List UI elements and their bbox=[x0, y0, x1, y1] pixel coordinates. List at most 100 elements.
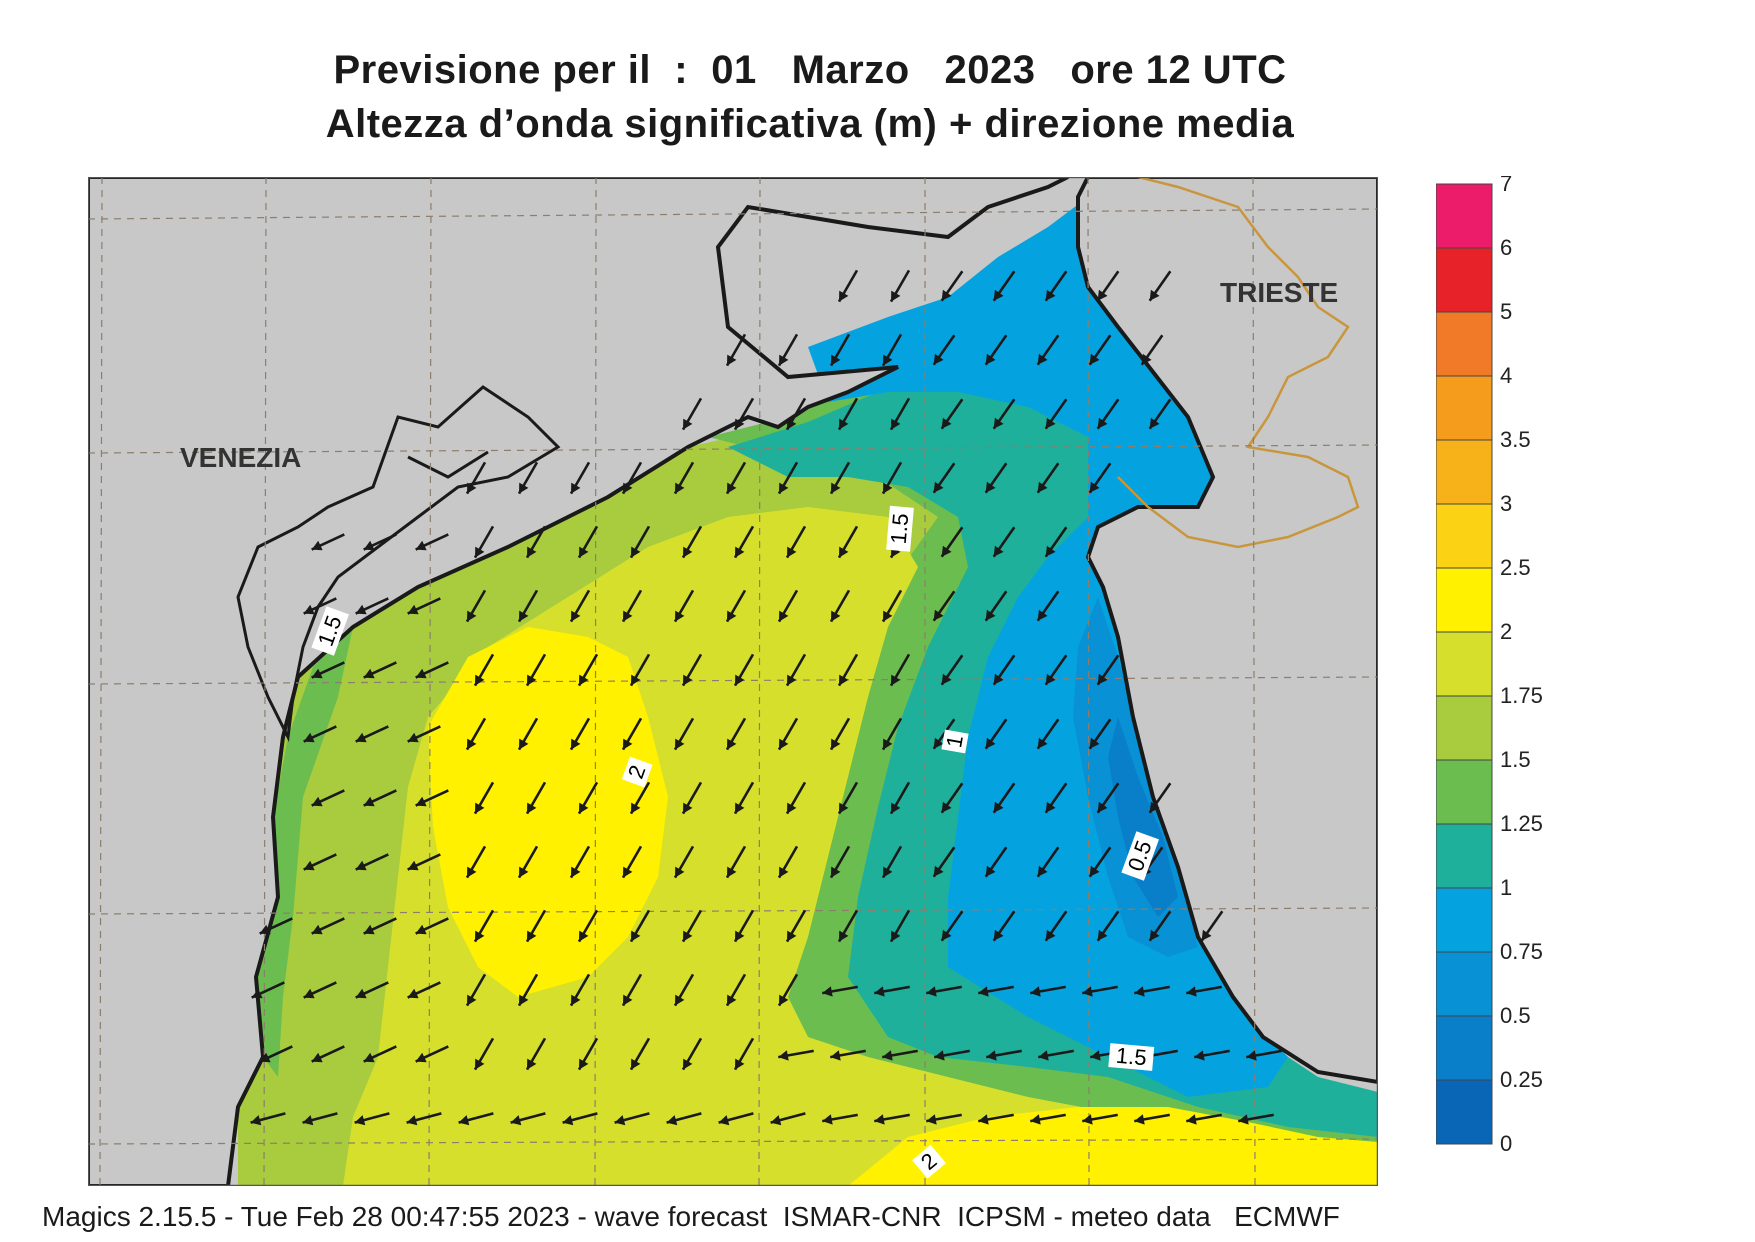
direction-arrow-head bbox=[831, 738, 841, 750]
direction-arrow-head bbox=[831, 610, 841, 622]
colorbar-tick-label: 6 bbox=[1500, 235, 1512, 260]
direction-arrow-head bbox=[407, 988, 419, 999]
direction-arrow-head bbox=[311, 1052, 323, 1063]
direction-arrow-head bbox=[519, 482, 529, 494]
direction-arrow-head bbox=[363, 924, 375, 935]
direction-arrow-head bbox=[579, 930, 589, 942]
direction-arrow-head bbox=[779, 610, 789, 622]
direction-arrow-head bbox=[993, 545, 1004, 557]
direction-arrow-head bbox=[1097, 673, 1108, 685]
direction-arrow-head bbox=[623, 866, 633, 878]
direction-arrow-head bbox=[891, 418, 901, 430]
colorbar-box bbox=[1436, 759, 1493, 825]
sea-band-coastal-west bbox=[258, 627, 353, 1077]
direction-arrow-head bbox=[527, 674, 537, 686]
direction-arrow-head bbox=[1037, 609, 1048, 621]
direction-arrow-head bbox=[579, 802, 589, 814]
direction-arrow-head bbox=[830, 1050, 841, 1061]
direction-arrow-head bbox=[475, 674, 485, 686]
direction-arrow-head bbox=[883, 482, 893, 494]
map-frame bbox=[88, 177, 1378, 1186]
direction-arrow-head bbox=[631, 674, 641, 686]
direction-arrow-head bbox=[839, 418, 849, 430]
direction-arrow-head bbox=[311, 796, 323, 807]
direction-arrow-head bbox=[831, 866, 841, 878]
direction-arrow-head bbox=[941, 801, 952, 813]
colorbar-tick-label: 2 bbox=[1500, 619, 1512, 644]
direction-arrow-head bbox=[727, 610, 737, 622]
direction-arrow-head bbox=[1186, 986, 1197, 997]
direction-arrow-head bbox=[985, 353, 996, 365]
direction-arrow-head bbox=[311, 668, 323, 679]
direction-arrow-head bbox=[1097, 417, 1108, 429]
direction-arrow-head bbox=[735, 418, 745, 430]
direction-arrow-head bbox=[1149, 801, 1160, 813]
colorbar-box bbox=[1436, 823, 1493, 889]
direction-arrow-head bbox=[1030, 986, 1041, 997]
direction-arrow-head bbox=[831, 354, 841, 366]
direction-arrow-head bbox=[941, 417, 952, 429]
direction-arrow-head bbox=[527, 930, 537, 942]
direction-arrow-head bbox=[933, 865, 944, 877]
colorbar-box bbox=[1436, 439, 1493, 505]
direction-arrow-head bbox=[839, 802, 849, 814]
direction-arrow-head bbox=[303, 860, 315, 871]
direction-arrow-head bbox=[822, 986, 833, 997]
direction-arrow-head bbox=[614, 1115, 626, 1126]
direction-arrow-head bbox=[683, 1058, 693, 1070]
direction-arrow-head bbox=[527, 802, 537, 814]
contour-label: 1.5 bbox=[886, 512, 914, 545]
colorbar-tick-label: 0.5 bbox=[1500, 1003, 1531, 1028]
direction-arrow-head bbox=[1097, 289, 1108, 301]
direction-arrow-head bbox=[874, 1114, 885, 1125]
colorbar-tick-label: 4 bbox=[1500, 363, 1512, 388]
direction-arrow-head bbox=[727, 738, 737, 750]
direction-arrow-head bbox=[467, 610, 477, 622]
direction-arrow-head bbox=[779, 738, 789, 750]
direction-arrow-head bbox=[675, 482, 685, 494]
direction-arrow-head bbox=[933, 737, 944, 749]
direction-arrow-head bbox=[527, 546, 537, 558]
border-line bbox=[1117, 177, 1360, 549]
colorbar-tick-label: 0.25 bbox=[1500, 1067, 1543, 1092]
direction-arrow-head bbox=[1045, 289, 1056, 301]
direction-arrow-head bbox=[1045, 801, 1056, 813]
direction-arrow-head bbox=[675, 738, 685, 750]
direction-arrow-head bbox=[891, 930, 901, 942]
direction-arrow-head bbox=[303, 988, 315, 999]
direction-arrow-head bbox=[303, 732, 315, 743]
contour-label: 1 bbox=[941, 733, 968, 749]
direction-arrow-head bbox=[1201, 929, 1212, 941]
direction-arrow-head bbox=[822, 1114, 833, 1125]
direction-arrow-head bbox=[250, 1115, 262, 1126]
direction-arrow-head bbox=[735, 802, 745, 814]
colorbar-tick-label: 1.75 bbox=[1500, 683, 1543, 708]
direction-arrow-head bbox=[467, 994, 477, 1006]
direction-arrow-head bbox=[510, 1115, 522, 1126]
direction-arrow-head bbox=[891, 290, 901, 302]
colorbar-tick-label: 5 bbox=[1500, 299, 1512, 324]
direction-arrow-head bbox=[1082, 986, 1093, 997]
direction-arrow-head bbox=[933, 353, 944, 365]
wave-map: VENEZIA TRIESTE 1.5 1.5 2 1 0.5 1.5 2 bbox=[88, 177, 1378, 1186]
direction-arrow-head bbox=[363, 796, 375, 807]
direction-arrow-head bbox=[978, 986, 989, 997]
direction-arrow-head bbox=[363, 668, 375, 679]
direction-arrow-head bbox=[1089, 353, 1100, 365]
land-east bbox=[1076, 177, 1378, 1085]
direction-arrow-head bbox=[1141, 353, 1152, 365]
colorbar-tick-label: 0 bbox=[1500, 1131, 1512, 1156]
direction-arrow-head bbox=[1089, 481, 1100, 493]
direction-arrow-head bbox=[407, 732, 419, 743]
direction-arrow-head bbox=[727, 866, 737, 878]
colorbar-tick-label: 1.25 bbox=[1500, 811, 1543, 836]
colorbar-tick-label: 1 bbox=[1500, 875, 1512, 900]
direction-arrow-head bbox=[683, 802, 693, 814]
direction-arrow-head bbox=[303, 604, 315, 615]
direction-arrow-head bbox=[259, 924, 271, 935]
direction-arrow-head bbox=[519, 738, 529, 750]
direction-arrow-head bbox=[1045, 417, 1056, 429]
direction-arrow-head bbox=[631, 546, 641, 558]
colorbar-box bbox=[1436, 183, 1493, 249]
title-line-1: Previsione per il : 01 Marzo 2023 ore 12… bbox=[333, 48, 1287, 92]
